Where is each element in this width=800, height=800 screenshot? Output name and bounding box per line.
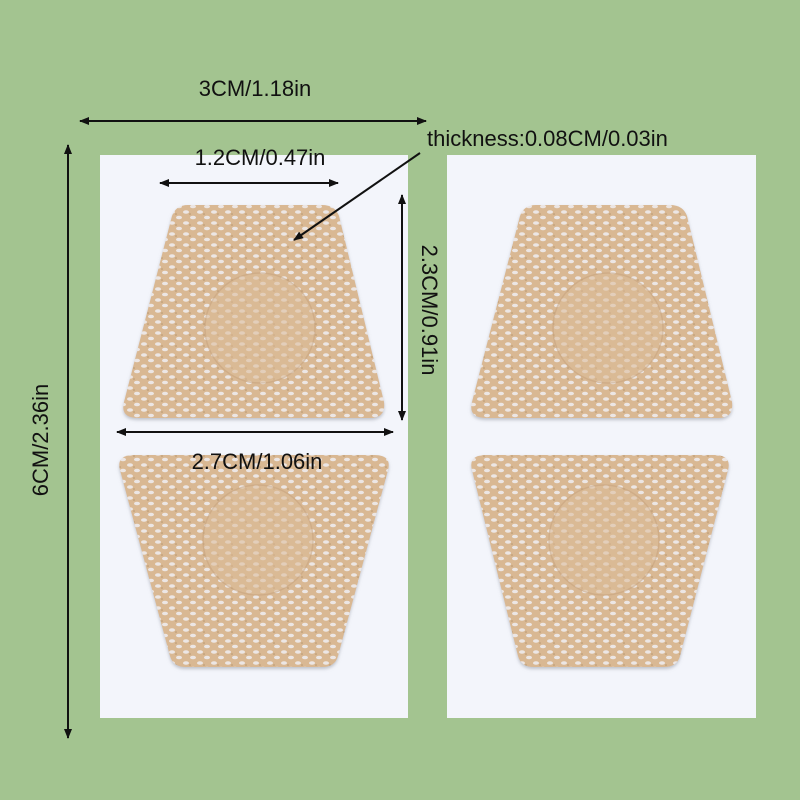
thickness-arrow (293, 152, 421, 241)
sheet-height-label: 6CM/2.36in (28, 384, 53, 497)
patch-top-right (471, 205, 733, 418)
patch-height-label: 2.3CM/0.91in (417, 245, 442, 376)
left-patches (119, 205, 389, 667)
patch-top-left (123, 205, 385, 418)
patch-bottom-right (471, 455, 729, 667)
sheet-width-label: 3CM/1.18in (199, 76, 312, 101)
patch-bottom-left (119, 455, 389, 667)
patch-bottom-width-label: 2.7CM/1.06in (192, 449, 323, 474)
thickness-label: thickness:0.08CM/0.03in (427, 126, 668, 151)
patch-top-width-label: 1.2CM/0.47in (195, 145, 326, 170)
right-patches (471, 205, 733, 667)
